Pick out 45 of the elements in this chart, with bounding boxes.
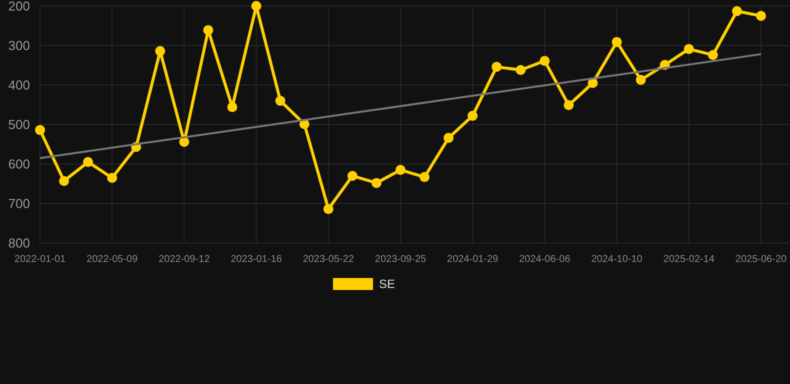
point — [347, 170, 358, 181]
point — [420, 172, 430, 182]
point — [684, 44, 694, 54]
x-tick-label: 2024-06-06 — [519, 254, 571, 265]
point — [203, 25, 214, 36]
point — [612, 36, 622, 47]
point — [323, 204, 334, 214]
y-tick-label: 800 — [8, 236, 30, 251]
point — [564, 100, 574, 110]
x-tick-label: 2025-02-14 — [663, 254, 715, 265]
y-tick-label: 400 — [8, 78, 30, 93]
point — [492, 62, 502, 72]
point — [227, 102, 238, 112]
point — [468, 110, 478, 121]
point — [155, 46, 166, 56]
point — [732, 6, 742, 16]
legend-label: SE — [379, 277, 396, 292]
y-tick-label: 300 — [8, 38, 30, 54]
x-tick-label: 2024-01-29 — [447, 254, 499, 265]
point — [107, 172, 118, 183]
point — [251, 1, 262, 11]
point — [708, 50, 718, 60]
point — [516, 64, 526, 75]
x-tick-label: 2025-06-20 — [735, 254, 788, 265]
point — [35, 125, 45, 136]
y-tick-label: 700 — [8, 196, 30, 212]
point — [540, 56, 550, 66]
point — [636, 74, 646, 85]
x-tick-label: 2022-05-09 — [86, 254, 138, 265]
x-tick-label: 2024-10-10 — [591, 254, 643, 265]
point — [756, 10, 766, 21]
point — [275, 96, 286, 106]
y-tick-label: 200 — [8, 0, 30, 14]
point — [371, 178, 382, 188]
y-tick-label: 500 — [8, 117, 30, 132]
x-tick-label: 2022-09-12 — [158, 254, 210, 265]
point — [396, 164, 406, 175]
y-tick-label: 600 — [8, 156, 30, 172]
x-tick-label: 2022-01-01 — [14, 254, 66, 265]
point — [59, 176, 70, 186]
x-tick-label: 2023-01-16 — [230, 254, 282, 265]
x-tick-label: 2023-05-22 — [302, 254, 354, 265]
point — [444, 132, 454, 143]
point — [83, 157, 94, 168]
x-tick-label: 2023-09-25 — [374, 254, 427, 265]
